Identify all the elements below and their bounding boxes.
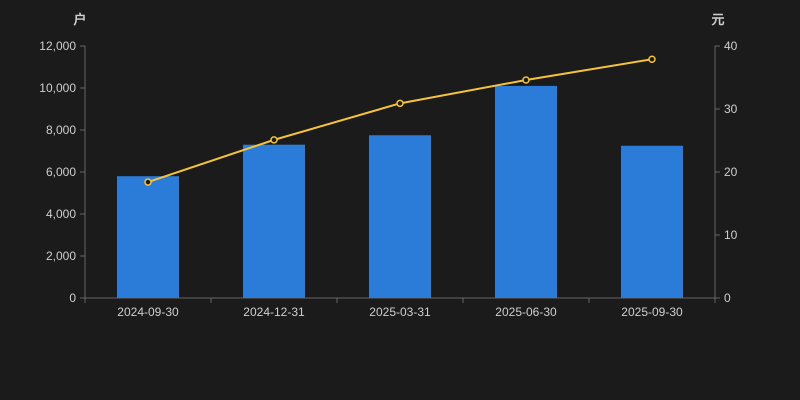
- x-axis-category-label: 2025-03-31: [369, 305, 431, 319]
- axes: 0 2,000 4,000 6,000 8,000 10,000 12,000 0 10 20 30…: [39, 39, 737, 319]
- x-axis-category-label: 2025-06-30: [495, 305, 557, 319]
- bar-2024-12-31: [243, 144, 305, 298]
- right-axis-tick-label: 10: [724, 228, 738, 242]
- axis-unit-labels: 户 元: [73, 12, 724, 27]
- right-axis-tick-label: 20: [724, 165, 738, 179]
- left-axis-unit-label: 户: [73, 12, 86, 27]
- x-axis-category-label: 2025-09-30: [621, 305, 683, 319]
- left-axis-tick-label: 8,000: [46, 123, 76, 137]
- line-marker-2025-06-30: [522, 76, 530, 84]
- line-marker-2024-12-31: [270, 136, 278, 144]
- bar-2025-09-30: [621, 145, 683, 298]
- line-marker-2025-09-30: [648, 55, 656, 63]
- bar-2024-09-30: [117, 176, 179, 298]
- line-marker-2025-03-31: [396, 99, 404, 108]
- left-axis-tick-label: 10,000: [39, 81, 76, 95]
- x-axis-category-label: 2024-12-31: [243, 305, 305, 319]
- bar-series-group: [117, 85, 683, 299]
- line-marker-2024-09-30: [144, 178, 152, 186]
- left-axis-tick-label: 4,000: [46, 207, 76, 221]
- left-axis-tick-label: 6,000: [46, 165, 76, 179]
- line-series-group: [144, 55, 656, 186]
- left-axis-tick-label: 2,000: [46, 249, 76, 263]
- right-axis-tick-label: 40: [724, 39, 738, 53]
- right-axis-tick-label: 30: [724, 102, 738, 116]
- bar-2025-03-31: [369, 135, 431, 298]
- bar-2025-06-30: [495, 85, 557, 299]
- left-axis-tick-label: 12,000: [39, 39, 76, 53]
- x-axis-category-label: 2024-09-30: [117, 305, 179, 319]
- right-axis-tick-label: 0: [724, 291, 731, 305]
- right-axis-unit-label: 元: [711, 12, 724, 27]
- left-axis-tick-label: 0: [69, 291, 76, 305]
